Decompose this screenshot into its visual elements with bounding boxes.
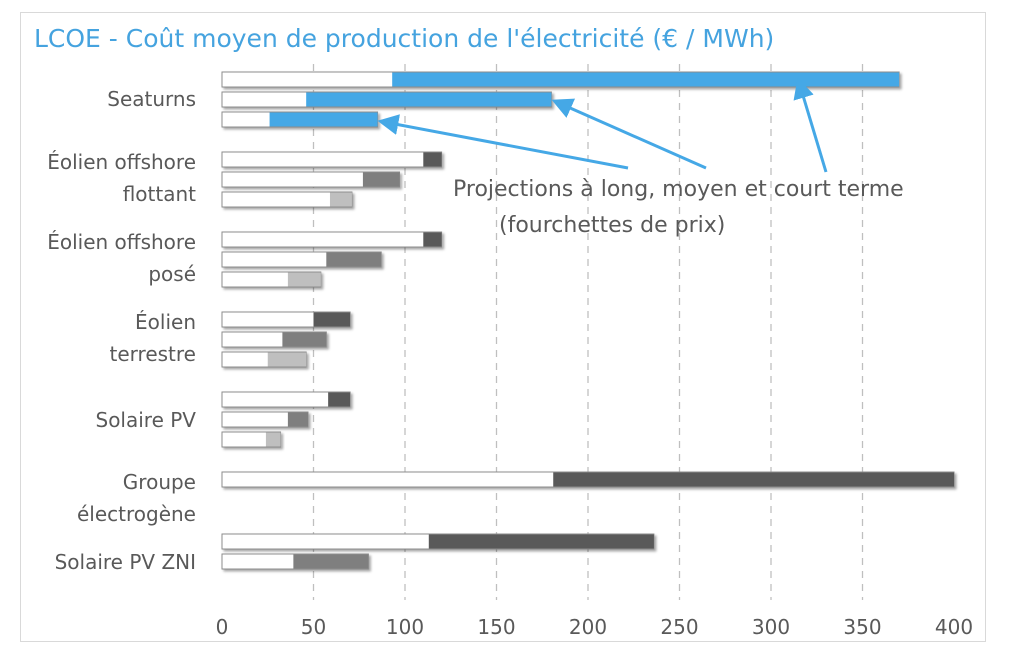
bar-range-moyen: [428, 534, 654, 549]
x-tick-label-300: 300: [752, 615, 790, 639]
x-tick-label-200: 200: [569, 615, 607, 639]
x-tick-label-150: 150: [477, 615, 515, 639]
annotation-arrow: [377, 114, 629, 170]
bar-range-court: [287, 272, 321, 287]
annotation-text: Projections à long, moyen et court terme: [453, 177, 904, 202]
x-tick-label-250: 250: [660, 615, 698, 639]
bar-range-court: [269, 112, 378, 127]
category-label: posé: [148, 262, 196, 286]
x-tick-label-50: 50: [301, 615, 326, 639]
annotation-arrow: [793, 77, 828, 173]
bar-range-long: [392, 72, 900, 87]
x-tick-label-0: 0: [216, 615, 229, 639]
annotation-arrow: [551, 98, 707, 170]
bar-track: [221, 231, 443, 248]
bar-range-long: [328, 392, 351, 407]
bar-range-court: [293, 554, 369, 569]
bar-range-court: [265, 432, 281, 447]
category-label: Éolien offshore: [47, 150, 196, 174]
bar-range-long: [423, 232, 442, 247]
bar-range-moyen: [306, 92, 552, 107]
category-label: Seaturns: [107, 87, 196, 111]
category-label: Éolien offshore: [47, 230, 196, 254]
annotation-text: (fourchettes de prix): [499, 213, 725, 238]
bar-range-court: [329, 192, 352, 207]
bar-range-moyen: [553, 472, 954, 487]
bar-range-court: [267, 352, 307, 367]
category-label: flottant: [123, 182, 196, 206]
x-tick-label-400: 400: [935, 615, 973, 639]
bar-range-long: [423, 152, 442, 167]
x-tick-label-100: 100: [386, 615, 424, 639]
category-label: Éolien: [135, 310, 196, 334]
bar-range-moyen: [326, 252, 382, 267]
chart-title: LCOE - Coût moyen de production de l'éle…: [34, 24, 775, 53]
category-label: Groupe: [123, 470, 196, 494]
bar-range-long: [313, 312, 351, 327]
category-label: terrestre: [110, 342, 196, 366]
bar-track: [221, 151, 443, 168]
bar-range-moyen: [287, 412, 309, 427]
bar-range-moyen: [282, 332, 327, 347]
category-label: Solaire PV: [96, 408, 197, 432]
category-label: électrogène: [77, 502, 196, 526]
x-tick-label-350: 350: [843, 615, 881, 639]
category-label: Solaire PV ZNI: [55, 550, 196, 574]
bar-range-moyen: [362, 172, 400, 187]
